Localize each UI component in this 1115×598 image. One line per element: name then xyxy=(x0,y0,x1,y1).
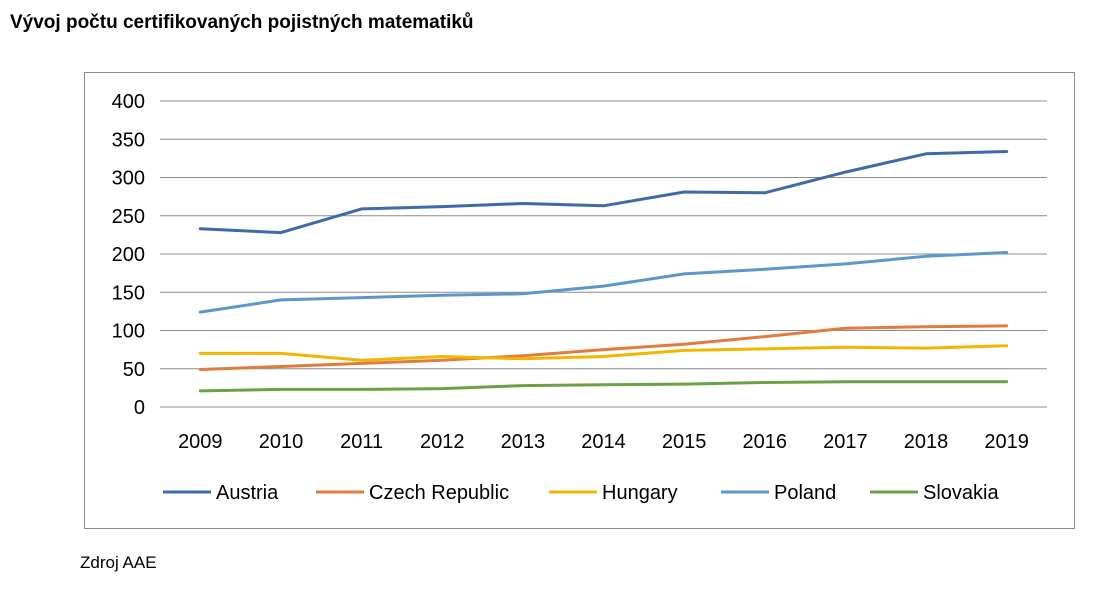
x-tick-label: 2014 xyxy=(581,431,626,453)
x-tick-label: 2017 xyxy=(823,431,868,453)
gridlines xyxy=(160,100,1047,408)
series-line-austria xyxy=(198,150,1009,235)
x-tick-label: 2012 xyxy=(420,431,465,453)
x-tick-label: 2009 xyxy=(178,431,223,453)
x-tick-label: 2010 xyxy=(259,431,304,453)
y-tick-label: 400 xyxy=(112,91,145,113)
y-tick-label: 0 xyxy=(134,397,145,419)
x-tick-labels: 2009 2010 2011 2012 2013 2014 2015 2016 2017 2018… xyxy=(178,431,1029,453)
chart-title: Vývoj počtu certifikovaných pojistných m… xyxy=(10,12,474,33)
x-tick-label: 2019 xyxy=(984,431,1029,453)
y-tick-label: 200 xyxy=(112,244,145,266)
x-tick-label: 2016 xyxy=(743,431,788,453)
x-tick-label: 2013 xyxy=(501,431,546,453)
y-tick-label: 350 xyxy=(112,129,145,151)
series-lines xyxy=(198,150,1009,393)
legend-label: Hungary xyxy=(602,482,678,504)
y-tick-label: 250 xyxy=(112,206,145,228)
chart-frame xyxy=(84,72,1075,529)
legend-label: Poland xyxy=(774,482,836,504)
source-note: Zdroj AAE xyxy=(80,553,157,572)
x-tick-label: 2015 xyxy=(662,431,707,453)
legend-label: Austria xyxy=(216,482,279,504)
series-line-poland xyxy=(198,251,1009,314)
y-tick-labels: 0 50 100 150 200 250 300 350 400 xyxy=(112,91,145,419)
x-tick-label: 2011 xyxy=(340,431,383,453)
y-tick-label: 50 xyxy=(123,359,145,381)
legend-label: Slovakia xyxy=(923,482,999,504)
y-tick-label: 150 xyxy=(112,282,145,304)
y-tick-label: 300 xyxy=(112,168,145,190)
series-line-czech-republic xyxy=(198,324,1009,371)
x-tick-label: 2018 xyxy=(904,431,949,453)
legend-label: Czech Republic xyxy=(369,482,509,504)
series-line-slovakia xyxy=(198,380,1009,393)
series-line-hungary xyxy=(198,344,1009,362)
y-tick-label: 100 xyxy=(112,321,145,343)
legend: Austria Czech Republic Hungary Poland Slovak… xyxy=(163,482,999,504)
